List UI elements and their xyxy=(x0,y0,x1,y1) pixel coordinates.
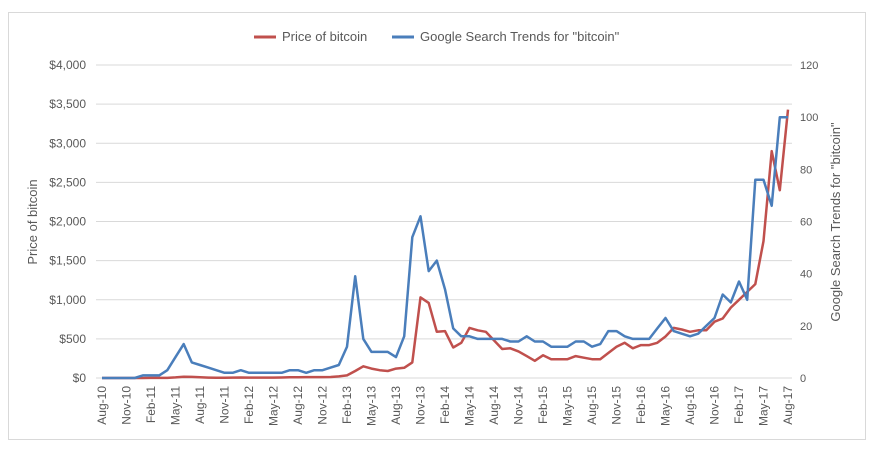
x-tick-label: Feb-15 xyxy=(536,386,550,424)
x-tick-label: Feb-14 xyxy=(438,386,452,424)
y2-tick-label: 80 xyxy=(800,164,812,176)
x-tick-label: Feb-11 xyxy=(144,386,158,423)
x-tick-label: Feb-12 xyxy=(242,386,256,424)
x-tick-label: Feb-17 xyxy=(732,386,746,424)
y2-tick-label: 60 xyxy=(800,217,812,229)
y-tick-label: $4,000 xyxy=(49,58,86,72)
x-tick-label: May-15 xyxy=(561,386,575,426)
x-tick-label: Nov-13 xyxy=(414,386,428,425)
x-tick-label: Nov-14 xyxy=(512,386,526,425)
legend-label-trends: Google Search Trends for "bitcoin" xyxy=(420,29,620,44)
x-tick-label: Aug-15 xyxy=(585,386,599,425)
x-tick-label: Aug-14 xyxy=(487,386,501,425)
y2-tick-label: 40 xyxy=(800,269,812,281)
y2-tick-label: 0 xyxy=(800,373,806,385)
left-axis-ticks: $0 $500 $1,000 $1,500 $2,000 $2,500 $3,000 $3,5… xyxy=(49,58,86,385)
x-tick-label: Aug-17 xyxy=(781,386,795,425)
x-tick-label: Feb-13 xyxy=(340,386,354,424)
x-tick-label: May-16 xyxy=(659,386,673,426)
trends-line xyxy=(102,115,788,380)
x-tick-label: Aug-16 xyxy=(683,386,697,425)
y2-tick-label: 100 xyxy=(800,112,818,124)
gridlines xyxy=(96,64,792,379)
x-tick-label: May-14 xyxy=(463,386,477,426)
y-tick-label: $3,500 xyxy=(49,97,86,111)
right-axis-ticks: 0 20 40 60 80 100 120 xyxy=(800,60,818,385)
x-tick-label: Aug-13 xyxy=(389,386,403,425)
x-tick-label: May-12 xyxy=(267,386,281,426)
right-axis-title: Google Search Trends for "bitcoin" xyxy=(828,122,843,322)
y2-tick-label: 20 xyxy=(800,321,812,333)
legend: Price of bitcoin Google Search Trends fo… xyxy=(254,29,620,44)
x-tick-label: Nov-11 xyxy=(218,386,232,424)
y2-tick-label: 120 xyxy=(800,60,818,72)
y-tick-label: $500 xyxy=(59,332,86,346)
x-tick-label: Aug-11 xyxy=(193,386,207,424)
x-tick-label: Aug-10 xyxy=(95,386,109,425)
x-tick-label: Feb-16 xyxy=(634,386,648,424)
x-tick-label: Aug-12 xyxy=(291,386,305,425)
x-tick-label: May-11 xyxy=(169,386,183,425)
x-tick-label: Nov-15 xyxy=(610,386,624,425)
y-tick-label: $2,500 xyxy=(49,175,86,189)
y-tick-label: $1,500 xyxy=(49,254,86,268)
x-tick-label: Nov-16 xyxy=(708,386,722,425)
x-axis-ticks: Aug-10 Nov-10 Feb-11 May-11 Aug-11 Nov-11 Feb-… xyxy=(95,386,795,426)
x-tick-label: May-13 xyxy=(365,386,379,426)
legend-label-price: Price of bitcoin xyxy=(282,29,367,44)
chart-frame xyxy=(8,12,866,440)
left-axis-title: Price of bitcoin xyxy=(25,179,40,264)
x-tick-label: Nov-10 xyxy=(120,386,134,425)
y-tick-label: $2,000 xyxy=(49,215,86,229)
x-tick-label: Nov-12 xyxy=(316,386,330,425)
x-tick-label: May-17 xyxy=(757,386,771,426)
y-tick-label: $3,000 xyxy=(49,136,86,150)
price-line xyxy=(102,109,790,380)
y-tick-label: $0 xyxy=(73,371,87,385)
series-lines xyxy=(102,109,790,380)
y-tick-label: $1,000 xyxy=(49,293,86,307)
